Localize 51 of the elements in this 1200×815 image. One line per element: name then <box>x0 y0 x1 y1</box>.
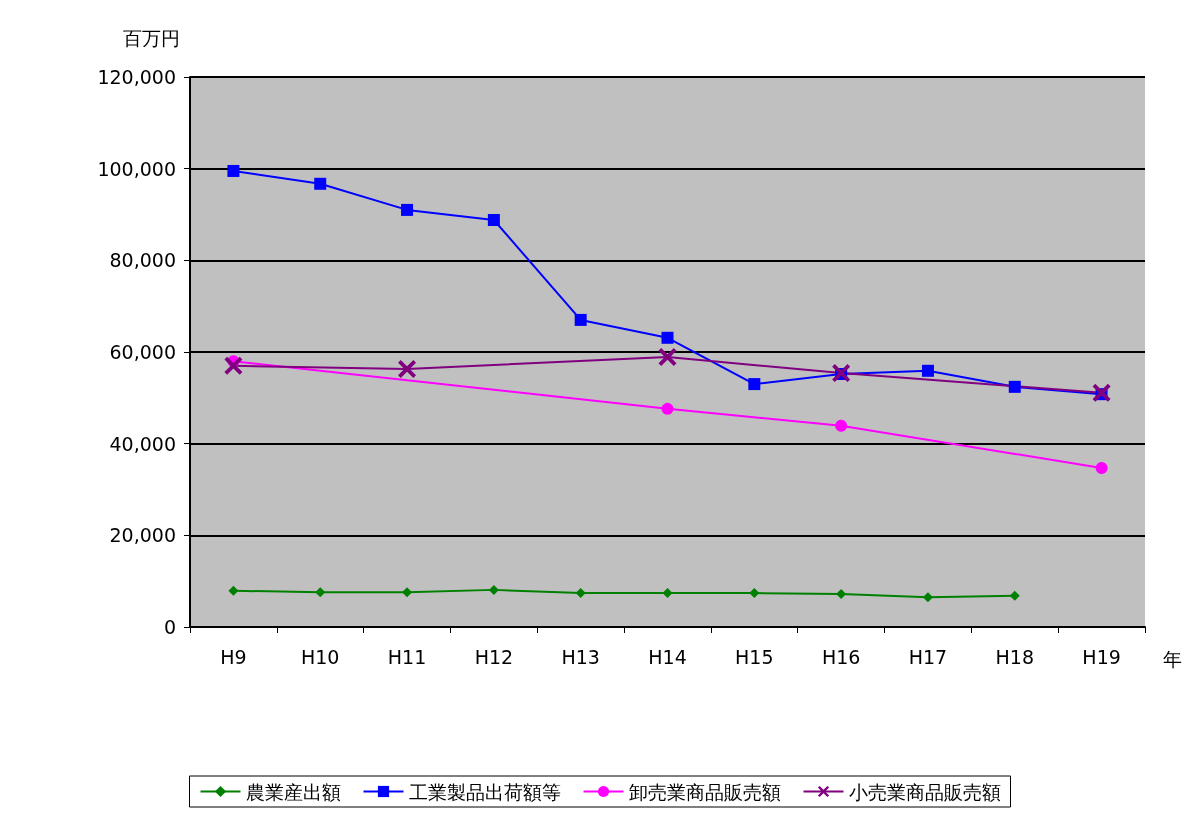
y-axis-title: 百万円 <box>123 26 180 49</box>
point <box>1092 383 1111 402</box>
legend-label: 卸売業商品販売額 <box>628 780 781 803</box>
y-tick-label: 0 <box>163 616 176 638</box>
x-tick-label: H18 <box>995 645 1035 668</box>
y-tick-label: 80,000 <box>109 249 176 272</box>
x-tick-label: H15 <box>735 645 774 668</box>
legend-label: 農業産出額 <box>245 780 341 803</box>
point <box>487 214 500 226</box>
x-tick-label: H13 <box>561 645 600 668</box>
x-tick-label: H17 <box>908 645 948 668</box>
point <box>228 585 239 596</box>
legend-label: 小売業商品販売額 <box>848 780 1001 803</box>
point <box>224 356 243 375</box>
point <box>1009 590 1020 601</box>
y-tick-label: 60,000 <box>109 341 176 363</box>
x-tick-label: H10 <box>300 645 340 668</box>
point <box>398 359 417 378</box>
x-tick-label: H14 <box>648 645 687 668</box>
point <box>922 592 933 603</box>
point <box>921 364 934 377</box>
point <box>835 419 848 432</box>
point <box>836 589 847 599</box>
x-tick-label: H19 <box>1082 645 1121 668</box>
point <box>1095 461 1108 474</box>
point <box>1008 380 1021 393</box>
point <box>658 348 677 367</box>
point <box>748 378 761 391</box>
x-tick-label: H11 <box>387 645 427 668</box>
point <box>661 331 674 344</box>
point <box>315 587 326 598</box>
x-tick-label: H12 <box>474 645 514 668</box>
point <box>488 584 499 595</box>
y-tick-label: 40,000 <box>109 432 176 455</box>
y-tick-label: 120,000 <box>97 66 176 88</box>
x-tick-label: H9 <box>220 645 247 668</box>
point <box>227 164 240 177</box>
point <box>832 364 851 383</box>
y-tick-label: 100,000 <box>97 157 176 180</box>
point <box>749 588 760 599</box>
point <box>661 402 674 415</box>
x-tick-label: H16 <box>821 645 861 668</box>
y-tick-label: 20,000 <box>109 524 176 547</box>
legend-label: 工業製品出荷額等 <box>408 780 561 803</box>
point <box>574 313 587 326</box>
x-axis-title: 年 <box>1163 647 1182 670</box>
point <box>662 588 673 599</box>
point <box>402 587 413 598</box>
point <box>575 588 586 599</box>
point <box>314 177 327 190</box>
point <box>401 203 414 216</box>
